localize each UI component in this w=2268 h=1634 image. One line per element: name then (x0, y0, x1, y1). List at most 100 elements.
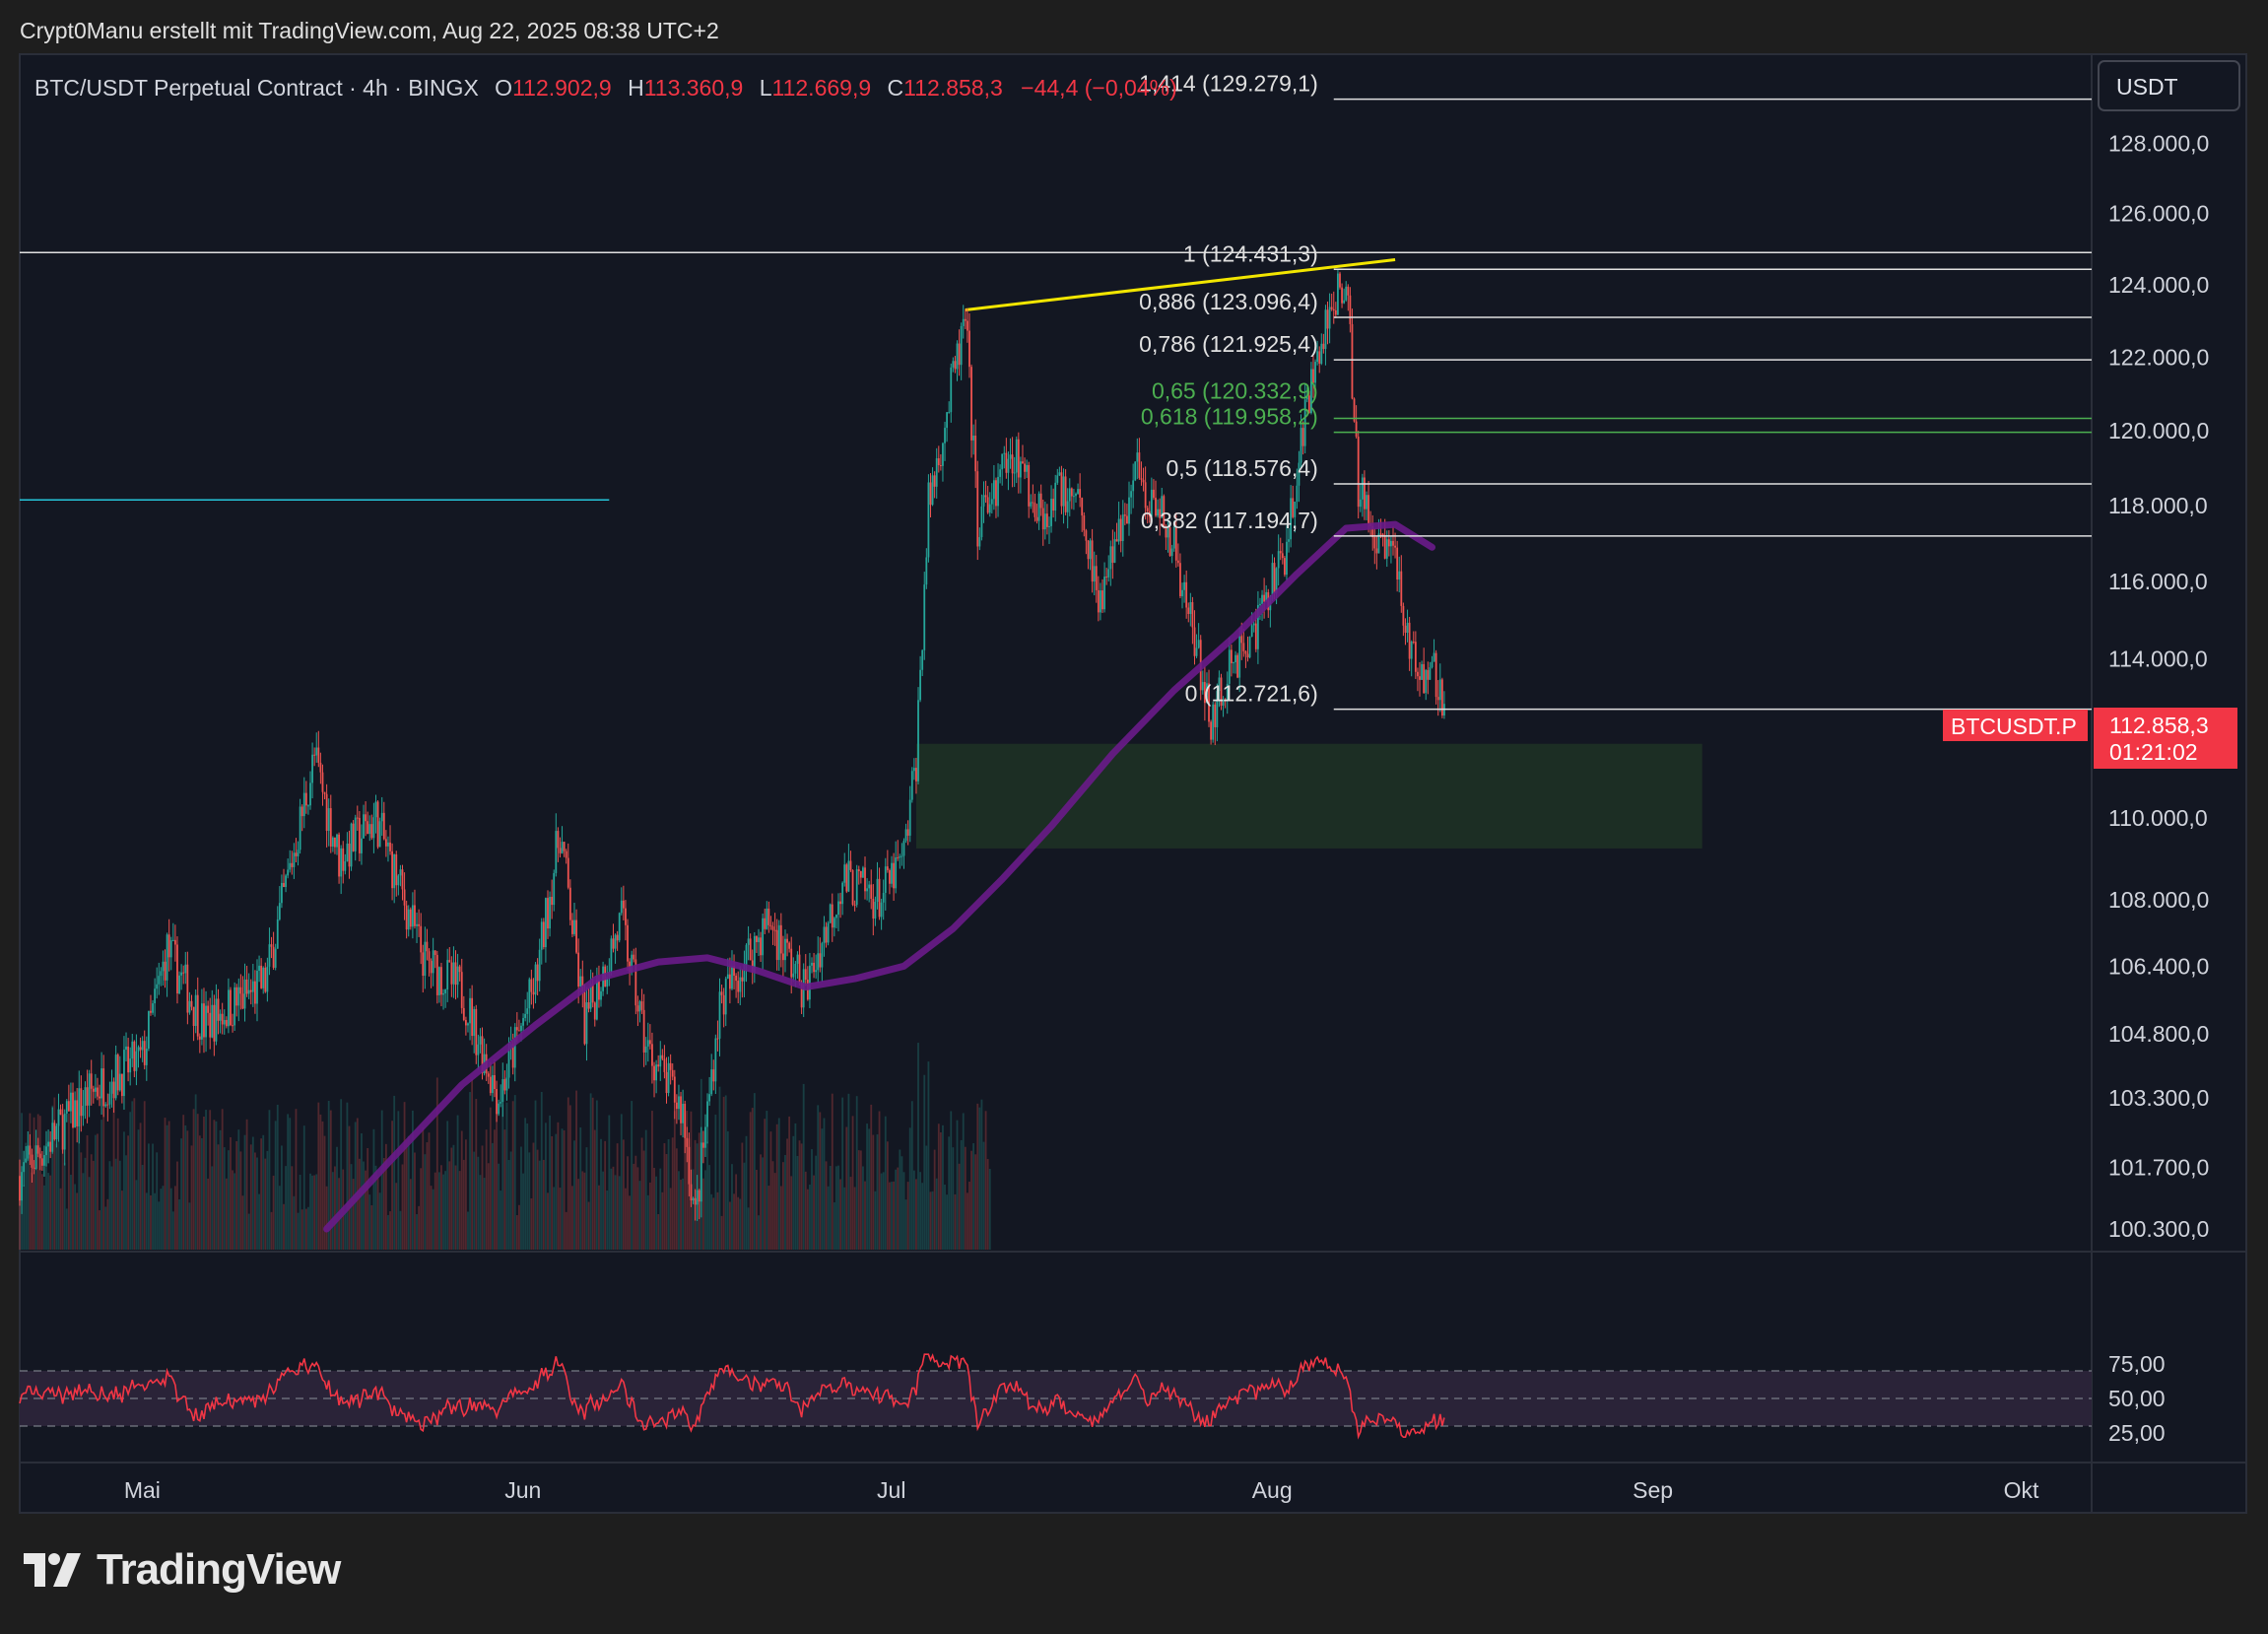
candle (1233, 661, 1234, 663)
volume-bar (372, 1128, 375, 1250)
candle (1052, 499, 1055, 511)
volume-bar (919, 1172, 921, 1250)
candle (313, 754, 316, 756)
volume-bar (479, 1175, 482, 1250)
candle (1022, 461, 1024, 464)
candle (520, 1025, 522, 1031)
candle (868, 884, 871, 889)
candle (223, 1019, 226, 1025)
candle (378, 821, 381, 848)
candle (857, 869, 860, 871)
time-tick-label: Sep (1633, 1477, 1673, 1503)
candle (49, 1141, 52, 1152)
volume-bar (773, 1173, 776, 1250)
candle (688, 1146, 691, 1185)
volume-bar (207, 1178, 210, 1250)
candle (1167, 527, 1169, 538)
candle (753, 935, 756, 973)
volume-bar (792, 1135, 795, 1250)
candle (354, 817, 357, 851)
candle (207, 1005, 210, 1013)
candle (1351, 323, 1354, 399)
candle (1328, 306, 1331, 329)
candle (43, 1155, 45, 1166)
candle (901, 855, 903, 857)
volume-bar (610, 1168, 613, 1250)
candle (40, 1158, 43, 1166)
candle (1318, 351, 1321, 364)
candle (1222, 699, 1225, 707)
candle (1406, 622, 1409, 633)
candle (1218, 677, 1221, 692)
volume-bar (120, 1191, 123, 1250)
candle (1421, 663, 1423, 680)
candle (1303, 399, 1306, 446)
currency-button[interactable]: USDT (2098, 60, 2240, 111)
volume-bar (899, 1149, 901, 1250)
volume-bar (809, 1185, 811, 1250)
volume-bar (559, 1188, 562, 1250)
candle (912, 768, 915, 772)
candle (640, 1001, 643, 1010)
volume-bar (469, 1092, 471, 1250)
candle (1394, 545, 1396, 548)
candle (1412, 642, 1415, 644)
candle (1026, 464, 1029, 472)
volume-bar (680, 1180, 682, 1250)
candle (1007, 458, 1010, 473)
volume-bar (29, 1113, 32, 1250)
candle (1438, 679, 1441, 701)
volume-bar (876, 1134, 879, 1250)
candle (720, 991, 723, 995)
candle (1242, 643, 1245, 651)
candle (1095, 566, 1098, 590)
volume-bar (567, 1097, 569, 1250)
candle (203, 1003, 205, 1038)
candle (285, 875, 287, 887)
candle (1187, 607, 1190, 615)
candle (311, 754, 313, 783)
candle (342, 848, 345, 871)
candle (1073, 496, 1075, 498)
volume-bar (625, 1188, 627, 1250)
candle (1385, 539, 1388, 559)
volume-bar (256, 1157, 258, 1250)
candle (309, 783, 311, 806)
candle (108, 1093, 111, 1105)
candle (1414, 642, 1417, 672)
legend-low-value: 112.669,9 (772, 75, 872, 101)
candle (972, 435, 975, 441)
candle (409, 909, 412, 927)
volume-bar (496, 1092, 498, 1250)
candle (1001, 453, 1004, 470)
volume-bar (806, 1189, 809, 1250)
volume-bar (367, 1148, 369, 1250)
candle (1048, 525, 1050, 527)
volume-bar (154, 1192, 157, 1250)
candle (968, 330, 970, 368)
volume-bar (946, 1194, 949, 1250)
volume-bar (827, 1186, 830, 1250)
fib-level-label: 1,414 (129.279,1) (1139, 71, 1318, 97)
legend-symbol: BTC/USDT Perpetual Contract · 4h · BINGX (34, 75, 479, 101)
candle (573, 919, 575, 934)
candle (1039, 493, 1042, 509)
tradingview-logo[interactable]: TradingView (24, 1545, 341, 1595)
candle (1077, 489, 1079, 494)
candle (902, 841, 905, 856)
volume-bar (817, 1105, 820, 1250)
volume-bar (633, 1163, 635, 1250)
candle (65, 1101, 68, 1114)
volume-bar (524, 1118, 527, 1250)
candle (45, 1146, 47, 1156)
candle (426, 941, 429, 952)
candle (815, 970, 818, 973)
candle (1032, 502, 1034, 504)
price-tick-label: 124.000,0 (2108, 272, 2209, 298)
volume-bar (976, 1103, 979, 1250)
candle (418, 923, 421, 926)
candle (481, 1036, 484, 1073)
candle (1396, 547, 1399, 580)
candle (908, 799, 911, 836)
candle (176, 944, 178, 994)
